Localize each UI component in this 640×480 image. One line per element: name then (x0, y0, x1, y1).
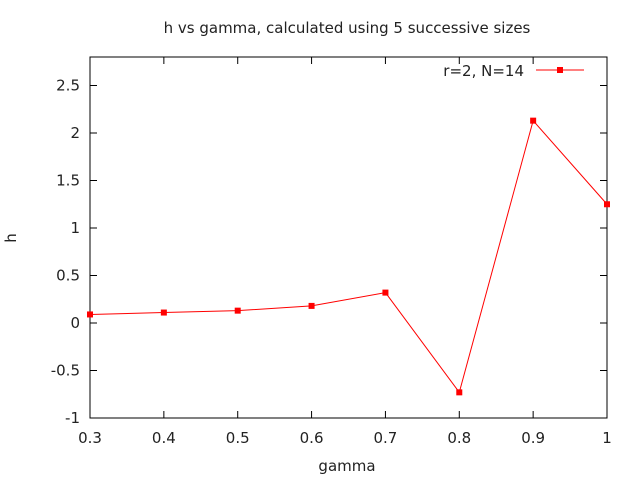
x-axis-label: gamma (318, 457, 375, 475)
legend: r=2, N=14 (443, 62, 584, 80)
data-point (234, 307, 241, 314)
x-tick-label: 0.7 (373, 429, 397, 447)
plot-border (89, 56, 608, 419)
legend-marker-sample (557, 67, 563, 73)
y-axis: -1 -0.5 0 0.5 1 1.5 2 2.5 (51, 77, 607, 427)
x-tick-label: 0.5 (226, 429, 250, 447)
x-tick-label: 0.9 (521, 429, 545, 447)
y-tick-label: 1 (70, 219, 80, 237)
y-tick-label: -1 (65, 409, 80, 427)
data-point (456, 389, 463, 396)
x-tick-label: 1 (602, 429, 612, 447)
y-tick-label: 0 (70, 314, 80, 332)
x-tick-label: 0.8 (447, 429, 471, 447)
y-tick-label: 0.5 (56, 267, 80, 285)
chart-title: h vs gamma, calculated using 5 successiv… (164, 19, 531, 37)
plot-frame (89, 56, 608, 419)
y-tick-label: 2.5 (56, 77, 80, 95)
x-tick-label: 0.4 (152, 429, 176, 447)
x-tick-label: 0.3 (78, 429, 102, 447)
series-layer (87, 117, 610, 396)
y-axis-label: h (2, 233, 20, 243)
x-tick-label: 0.6 (300, 429, 324, 447)
y-tick-label: 2 (70, 124, 80, 142)
data-point (382, 289, 389, 296)
y-tick-label: -0.5 (51, 362, 80, 380)
data-point (87, 311, 93, 318)
x-axis: 0.3 0.4 0.5 0.6 0.7 0.8 0.9 1 (78, 57, 612, 447)
legend-label-r2-n14: r=2, N=14 (443, 62, 524, 80)
data-point (308, 302, 315, 309)
data-point (604, 201, 610, 208)
series-line (89, 119, 608, 394)
data-point (160, 309, 167, 316)
data-point (530, 117, 537, 124)
y-tick-label: 1.5 (56, 172, 80, 190)
